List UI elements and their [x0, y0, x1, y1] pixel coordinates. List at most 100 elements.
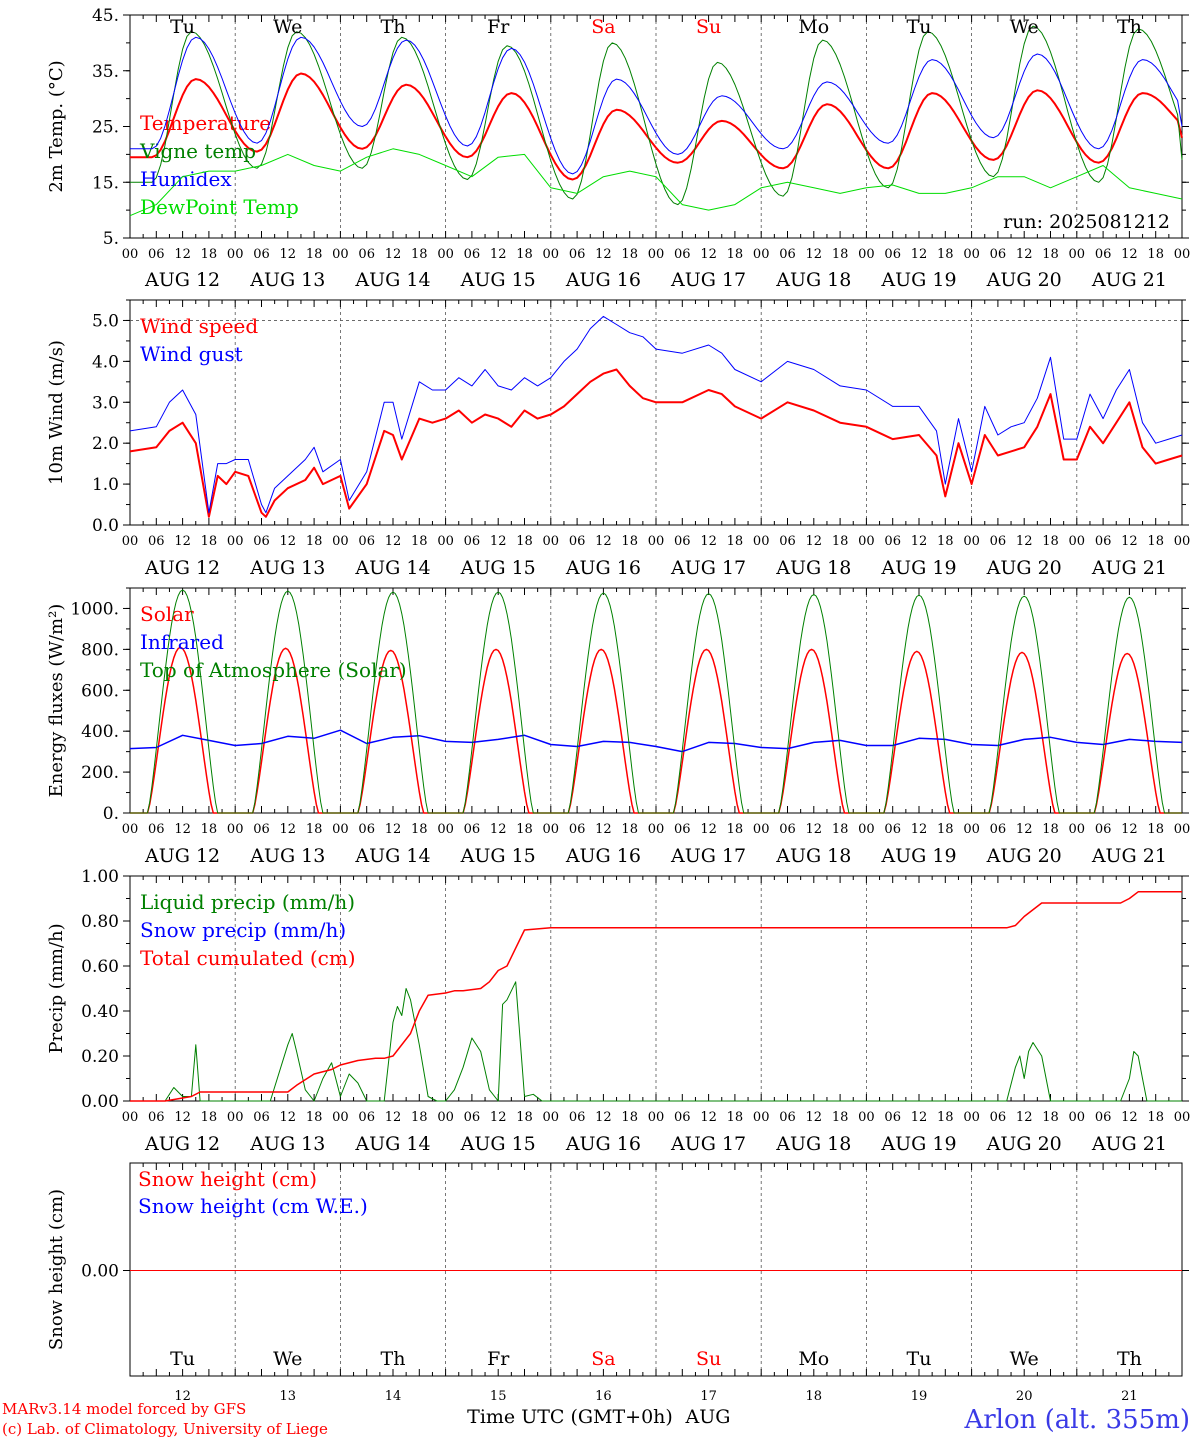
- series-line-humidex: [130, 36, 1183, 175]
- hour-label: 18: [516, 1110, 533, 1125]
- hour-label: 00: [122, 1110, 139, 1125]
- hour-label: 12: [806, 822, 823, 837]
- location-title: Arlon (alt. 355m): [963, 1405, 1190, 1435]
- hour-label: 00: [332, 822, 349, 837]
- y-tick-label: 0.40: [81, 1002, 119, 1022]
- date-label: AUG 13: [249, 269, 325, 291]
- date-label: AUG 16: [565, 557, 641, 579]
- weekday-label-top: Fr: [487, 16, 510, 38]
- legend-entry: Top of Atmosphere (Solar): [140, 658, 407, 682]
- hour-label: 12: [385, 247, 402, 262]
- hour-label: 12: [595, 534, 612, 549]
- legend-entry: Infrared: [140, 630, 224, 654]
- hour-label: 18: [516, 534, 533, 549]
- x-axis-title: Time UTC (GMT+0h): [467, 1406, 673, 1428]
- hour-label: 18: [621, 822, 638, 837]
- y-tick-label: 1.0: [92, 475, 119, 495]
- hour-label: 06: [779, 1110, 796, 1125]
- hour-label: 06: [464, 247, 481, 262]
- y-tick-label: 400.: [81, 722, 119, 742]
- hour-label: 06: [779, 822, 796, 837]
- weekday-label-top: Th: [381, 16, 406, 38]
- date-label: AUG 20: [986, 1133, 1062, 1155]
- date-label: AUG 14: [354, 845, 430, 867]
- weekday-label-top: Tu: [170, 16, 195, 38]
- day-number-label: 13: [280, 1389, 297, 1404]
- day-number-label: 18: [806, 1389, 823, 1404]
- legend-entry: Wind gust: [140, 342, 243, 366]
- hour-label: 06: [253, 822, 270, 837]
- hour-label: 12: [490, 534, 507, 549]
- y-tick-label: 1.00: [81, 867, 119, 887]
- day-number-label: 12: [174, 1389, 191, 1404]
- panel-1: 5. 15. 25. 35. 45. 2m Temp. (°C) 00 06 12 18 AUG 1…: [46, 6, 1190, 291]
- hour-label: 06: [884, 247, 901, 262]
- hour-label: 00: [227, 822, 244, 837]
- y-tick-label: 600.: [81, 681, 119, 701]
- hour-label: 18: [411, 534, 428, 549]
- hour-label: 06: [1095, 247, 1112, 262]
- hour-label: 06: [674, 534, 691, 549]
- date-label: AUG 17: [670, 557, 746, 579]
- weekday-label-bottom: Th: [381, 1348, 406, 1370]
- hour-label: 00: [437, 534, 454, 549]
- hour-label: 00: [648, 247, 665, 262]
- date-label: AUG 12: [144, 269, 220, 291]
- hour-label: 12: [385, 1110, 402, 1125]
- y-axis-label: Energy fluxes (W/m²): [46, 604, 67, 798]
- hour-label: 12: [595, 822, 612, 837]
- date-label: AUG 13: [249, 1133, 325, 1155]
- hour-label: 18: [201, 1110, 218, 1125]
- hour-label: 18: [1042, 534, 1059, 549]
- hour-label: 00: [332, 247, 349, 262]
- series-line-total-cumulated-cm-: [130, 891, 1182, 1102]
- hour-label: 18: [727, 1110, 744, 1125]
- model-credit: MARv3.14 model forced by GFS: [2, 1400, 246, 1418]
- hour-label: 06: [990, 247, 1007, 262]
- hour-label: 00: [122, 534, 139, 549]
- hour-label: 06: [253, 534, 270, 549]
- date-label: AUG 16: [565, 845, 641, 867]
- legend-entry: Snow precip (mm/h): [140, 918, 346, 942]
- hour-label: 00: [1069, 822, 1086, 837]
- hour-label: 18: [306, 822, 323, 837]
- panel-3: 0. 200. 400. 600. 800. 1000.Energy fluxes (W/…: [46, 587, 1190, 867]
- hour-label: 00: [648, 1110, 665, 1125]
- day-number-label: 19: [911, 1389, 928, 1404]
- hour-label: 18: [937, 534, 954, 549]
- series-line-liquid-precip-mm-h-: [130, 981, 1182, 1102]
- hour-label: 18: [306, 534, 323, 549]
- hour-label: 18: [621, 1110, 638, 1125]
- hour-label: 12: [385, 822, 402, 837]
- hour-label: 00: [543, 822, 560, 837]
- day-number-label: 20: [1016, 1389, 1033, 1404]
- series-line-vigne-temp: [130, 25, 1183, 206]
- hour-label: 06: [148, 822, 165, 837]
- date-label: AUG 15: [460, 845, 536, 867]
- hour-label: 00: [648, 822, 665, 837]
- weekday-label-bottom: We: [273, 1348, 302, 1370]
- y-tick-label: 0.00: [81, 1262, 119, 1282]
- hour-label: 12: [385, 534, 402, 549]
- hour-label: 18: [621, 247, 638, 262]
- weekday-label-bottom: Sa: [591, 1348, 615, 1370]
- date-label: AUG 16: [565, 269, 641, 291]
- hour-label: 06: [253, 1110, 270, 1125]
- copyright-credit: (c) Lab. of Climatology, University of L…: [2, 1420, 328, 1438]
- y-tick-label: 0.60: [81, 957, 119, 977]
- hour-label: 00: [963, 247, 980, 262]
- y-tick-label: 5.: [103, 229, 119, 249]
- y-tick-label: 200.: [81, 763, 119, 783]
- panel-4: 0.00 0.20 0.40 0.60 0.80 1.00 Precip (mm/h) 00 0…: [46, 867, 1190, 1155]
- date-label: AUG 15: [460, 1133, 536, 1155]
- hour-label: 00: [1069, 1110, 1086, 1125]
- weekday-label-bottom: Fr: [487, 1348, 510, 1370]
- hour-label: 00: [963, 1110, 980, 1125]
- date-label: AUG 17: [670, 845, 746, 867]
- hour-label: 00: [753, 247, 770, 262]
- weekday-label-top: Th: [1117, 16, 1142, 38]
- hour-label: 18: [1042, 822, 1059, 837]
- hour-label: 00: [543, 534, 560, 549]
- hour-label: 12: [806, 247, 823, 262]
